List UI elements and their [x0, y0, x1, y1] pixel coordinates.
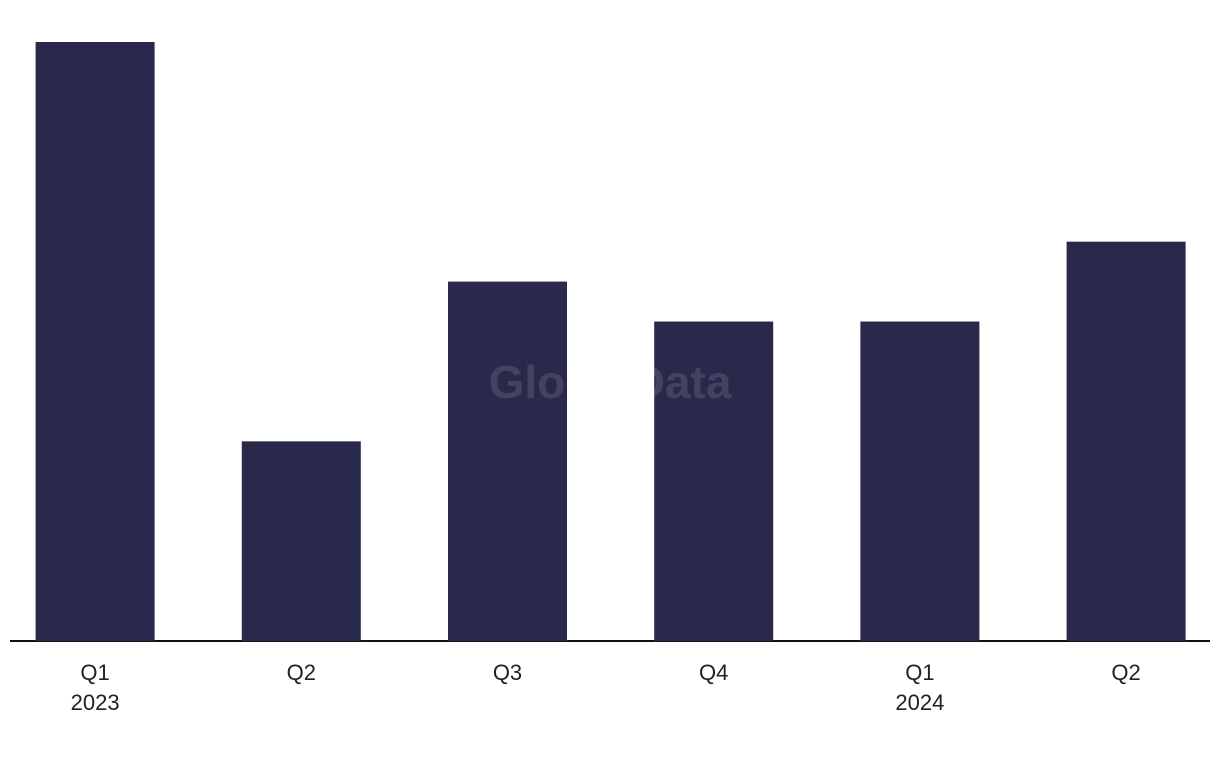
- bar: [35, 42, 155, 641]
- bar: [241, 441, 361, 641]
- x-tick-label: Q2: [287, 660, 316, 685]
- x-tick-label: Q1: [905, 660, 934, 685]
- watermark: GlobalData: [489, 356, 732, 408]
- bar: [654, 321, 774, 641]
- x-tick-label: Q1: [80, 660, 109, 685]
- x-tick-label: Q3: [493, 660, 522, 685]
- bar: [1066, 241, 1186, 641]
- x-tick-label: Q4: [699, 660, 728, 685]
- bar: [448, 281, 567, 641]
- x-tick-label: 2023: [71, 690, 120, 715]
- x-tick-label: 2024: [895, 690, 944, 715]
- bar: [860, 321, 980, 641]
- x-tick-label: Q2: [1111, 660, 1140, 685]
